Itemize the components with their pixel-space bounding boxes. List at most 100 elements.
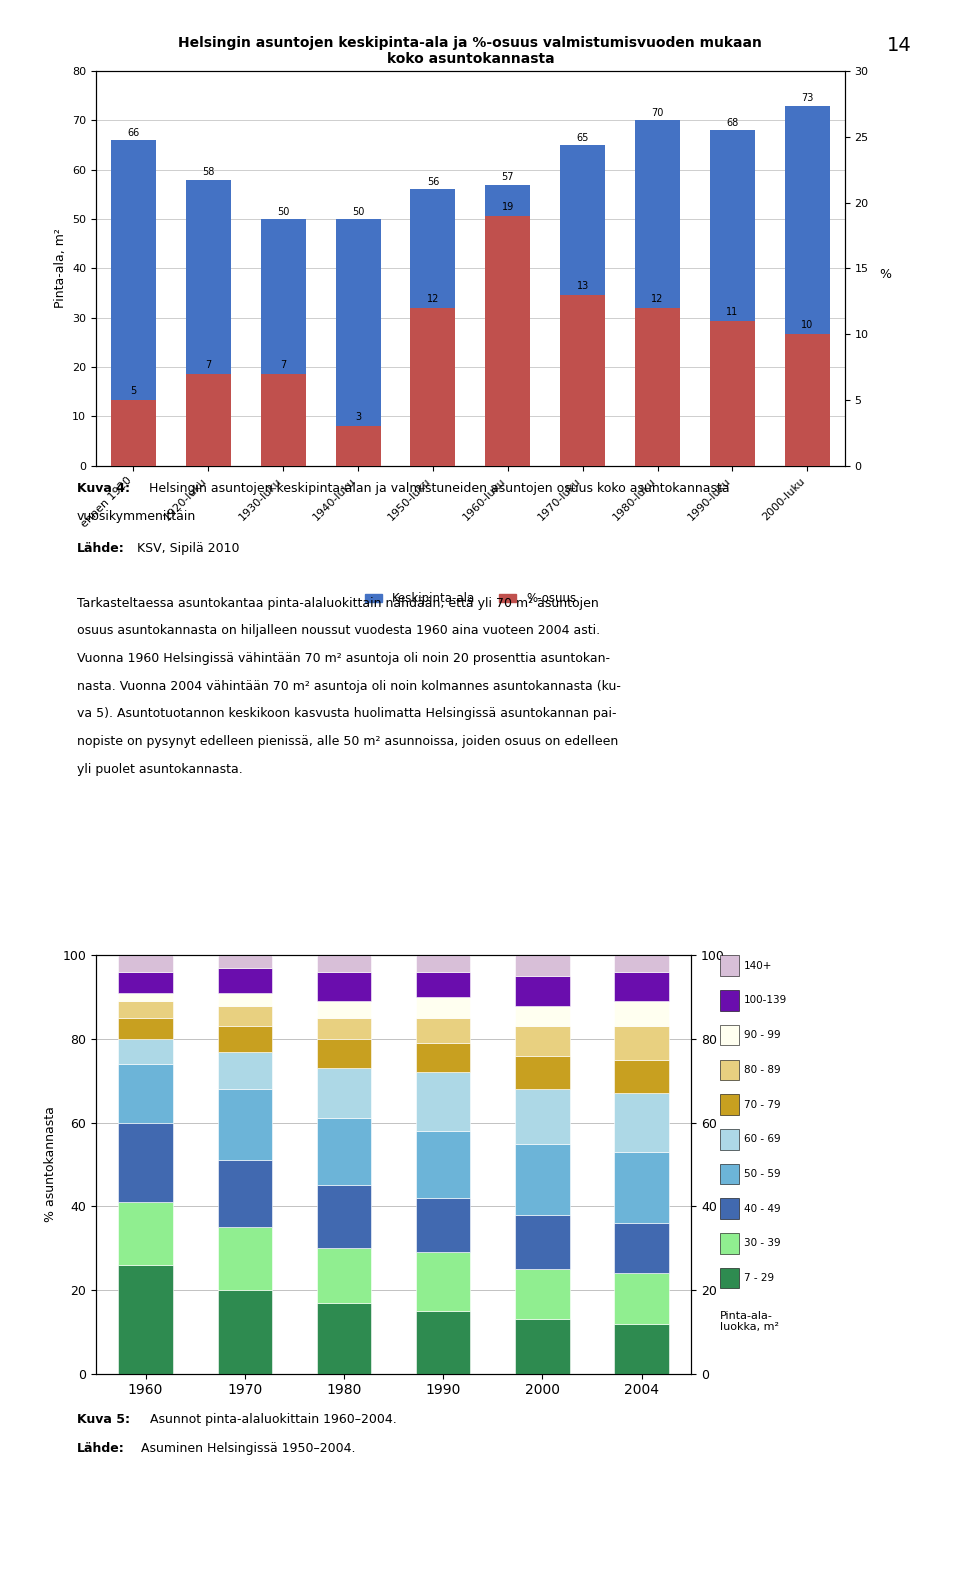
Bar [218,1161,272,1227]
Y-axis label: %: % [879,268,891,281]
Bar [218,1052,272,1090]
Bar [218,1290,272,1374]
Bar [317,955,372,973]
Text: osuus asuntokannasta on hiljalleen noussut vuodesta 1960 aina vuoteen 2004 asti.: osuus asuntokannasta on hiljalleen nouss… [77,625,600,638]
Bar [614,1224,669,1273]
Text: 57: 57 [501,172,515,182]
Bar [416,973,470,996]
Text: va 5). Asuntotuotannon keskikoon kasvusta huolimatta Helsingissä asuntokannan pa: va 5). Asuntotuotannon keskikoon kasvust… [77,707,616,720]
Bar [785,335,829,466]
Text: 19: 19 [502,202,514,212]
Text: 68: 68 [727,118,738,128]
Bar [486,216,530,466]
Bar [218,1227,272,1290]
Text: Asunnot pinta-alaluokittain 1960–2004.: Asunnot pinta-alaluokittain 1960–2004. [146,1413,396,1426]
Bar [317,1247,372,1303]
Text: Lähde:: Lähde: [77,1442,125,1454]
Text: Vuonna 1960 Helsingissä vähintään 70 m² asuntoja oli noin 20 prosenttia asuntoka: Vuonna 1960 Helsingissä vähintään 70 m² … [77,652,610,665]
Bar [614,1060,669,1093]
Text: 140+: 140+ [744,960,773,971]
Text: Lähde:: Lähde: [77,542,125,554]
Bar [416,1311,470,1374]
Bar [317,1069,372,1118]
Bar [118,1001,173,1018]
Bar [111,399,156,466]
Text: 66: 66 [128,128,139,137]
Bar [218,1026,272,1052]
Bar [614,1153,669,1224]
Bar [561,145,605,466]
Bar [416,1072,470,1131]
Bar [486,185,530,466]
Text: Kuva 4:: Kuva 4: [77,482,130,494]
Bar [118,973,173,993]
Bar [186,374,230,466]
Bar [111,141,156,466]
Text: 13: 13 [577,281,588,291]
Text: 30 - 39: 30 - 39 [744,1238,780,1249]
Bar [614,1026,669,1060]
Bar [317,973,372,1001]
Text: 73: 73 [802,93,813,103]
Bar [516,1320,569,1374]
Bar [411,308,455,466]
Text: 60 - 69: 60 - 69 [744,1134,780,1145]
Y-axis label: Pinta-ala, m²: Pinta-ala, m² [54,229,66,308]
Text: vuosikymmenittäin: vuosikymmenittäin [77,510,196,523]
Bar [317,1118,372,1186]
Bar [614,955,669,973]
Bar [636,120,680,466]
Text: Asuminen Helsingissä 1950–2004.: Asuminen Helsingissä 1950–2004. [137,1442,356,1454]
Bar [118,1265,173,1374]
Bar [561,295,605,466]
Text: 56: 56 [427,177,439,186]
Bar [411,189,455,466]
Legend: Keskipinta-ala, %-osuus: Keskipinta-ala, %-osuus [360,587,581,609]
Bar [516,1143,569,1214]
Text: 3: 3 [355,412,361,423]
Text: KSV, Sipilä 2010: KSV, Sipilä 2010 [137,542,240,554]
Text: nasta. Vuonna 2004 vähintään 70 m² asuntoja oli noin kolmannes asuntokannasta (k: nasta. Vuonna 2004 vähintään 70 m² asunt… [77,681,621,693]
Text: 7: 7 [280,360,286,369]
Bar [317,1186,372,1247]
Bar [118,1202,173,1265]
Bar [416,1018,470,1044]
Text: 50: 50 [277,207,289,216]
Text: Helsingin asuntojen keskipinta-alan ja valmistuneiden asuntojen osuus koko asunt: Helsingin asuntojen keskipinta-alan ja v… [149,482,730,494]
Bar [336,426,380,466]
Bar [416,996,470,1018]
Bar [218,1090,272,1161]
Bar [614,1273,669,1323]
Text: 65: 65 [577,133,588,142]
Bar [710,321,755,466]
Bar [416,955,470,973]
Bar [516,1006,569,1026]
Bar [118,1018,173,1039]
Text: 80 - 89: 80 - 89 [744,1064,780,1075]
Text: 7 - 29: 7 - 29 [744,1273,774,1284]
Bar [118,1039,173,1064]
Bar [636,308,680,466]
Text: 12: 12 [427,294,439,303]
Bar [218,1006,272,1026]
Bar [317,1001,372,1018]
Bar [416,1252,470,1311]
Text: yli puolet asuntokannasta.: yli puolet asuntokannasta. [77,763,243,775]
Bar [218,968,272,993]
Bar [416,1198,470,1252]
Text: Tarkasteltaessa asuntokantaa pinta-alaluokittain nähdään, että yli 70 m² asuntoj: Tarkasteltaessa asuntokantaa pinta-alalu… [77,597,598,609]
Text: 5: 5 [131,387,136,396]
Bar [118,955,173,973]
Bar [516,1026,569,1056]
Bar [614,1323,669,1374]
Text: 40 - 49: 40 - 49 [744,1203,780,1214]
Bar [785,106,829,466]
Text: 90 - 99: 90 - 99 [744,1030,780,1041]
Bar [614,973,669,1001]
Text: nopiste on pysynyt edelleen pienissä, alle 50 m² asunnoissa, joiden osuus on ede: nopiste on pysynyt edelleen pienissä, al… [77,736,618,748]
Bar [516,976,569,1006]
Text: 70 - 79: 70 - 79 [744,1099,780,1110]
Bar [516,955,569,976]
Bar [118,1064,173,1123]
Bar [516,1270,569,1320]
